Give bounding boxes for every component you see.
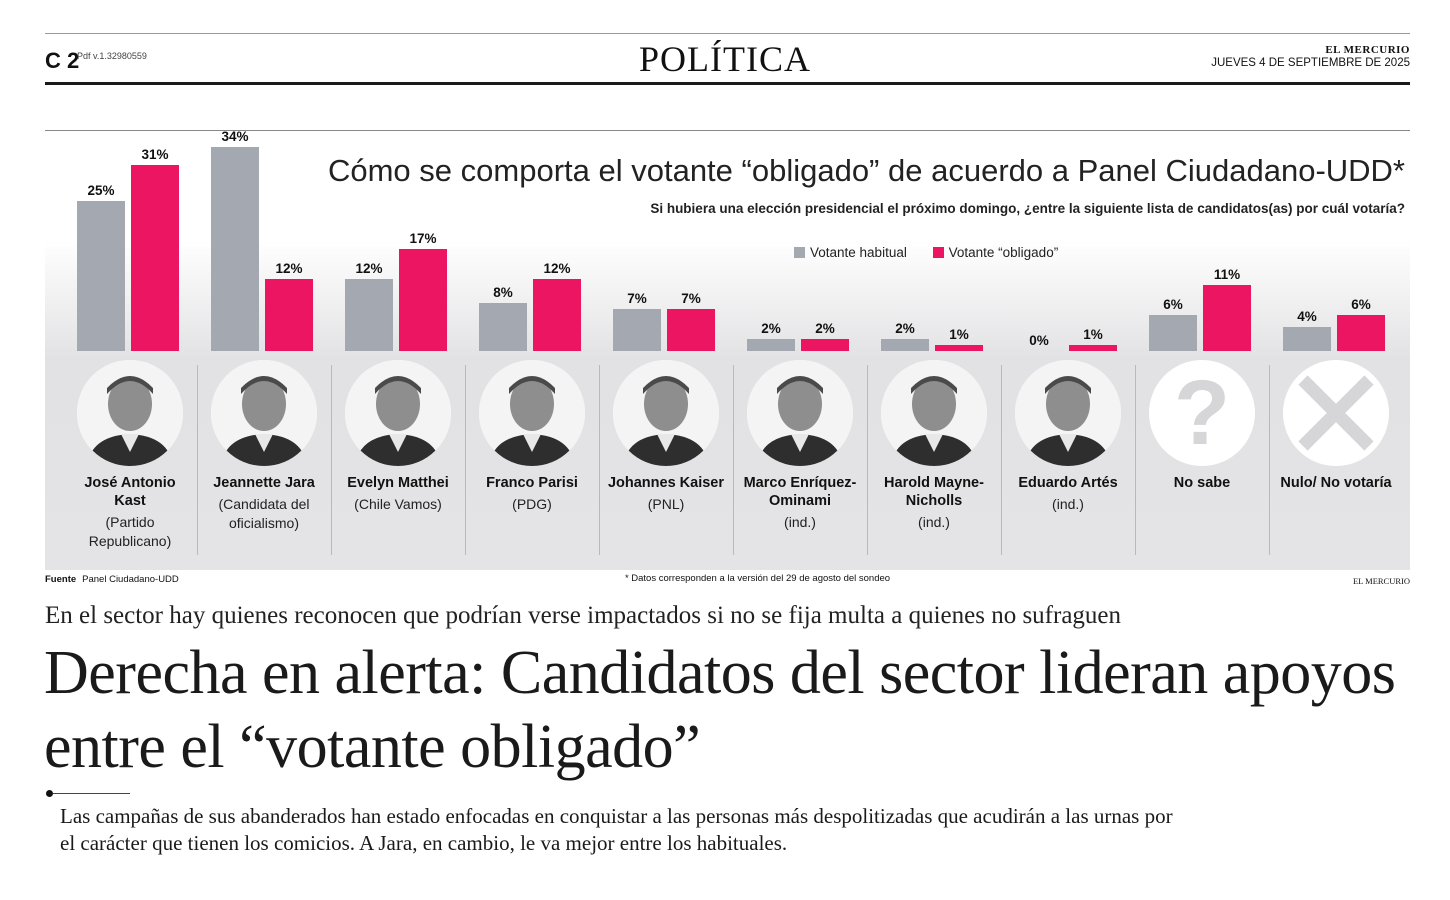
article-kicker: En el sector hay quienes reconocen que p… bbox=[45, 602, 1122, 629]
candidate-johannes-kaiser: Johannes Kaiser (PNL) bbox=[599, 360, 733, 514]
legend-swatch-habitual bbox=[794, 247, 805, 258]
candidate-party: (Chile Vamos) bbox=[354, 496, 442, 512]
candidate-franco-parisi: Franco Parisi (PDG) bbox=[465, 360, 599, 514]
column-divider bbox=[1269, 365, 1270, 555]
candidate-name: Nulo/ No votaría bbox=[1280, 475, 1392, 491]
column-divider bbox=[733, 365, 734, 555]
candidate-name: No sabe bbox=[1173, 475, 1231, 491]
candidate-party: (ind.) bbox=[784, 514, 816, 530]
candidate-name: Jeannette Jara bbox=[213, 475, 315, 491]
candidate-harold-mayne-nicholls: Harold Mayne-Nicholls (ind.) bbox=[867, 360, 1001, 532]
candidate-party: (PDG) bbox=[512, 496, 552, 512]
legend-swatch-obligado bbox=[932, 247, 944, 258]
candidate-photo bbox=[211, 360, 317, 466]
candidate-photo bbox=[345, 360, 451, 466]
column-divider bbox=[1135, 365, 1136, 555]
column-divider bbox=[599, 365, 600, 555]
source-label: Fuente bbox=[45, 574, 77, 585]
masthead-bottom-rule bbox=[45, 82, 1410, 85]
column-divider bbox=[867, 365, 868, 555]
candidate-photo bbox=[77, 360, 183, 466]
column-divider bbox=[465, 365, 466, 555]
chart-source: Fuente Panel Ciudadano-UDD bbox=[45, 574, 179, 585]
column-divider bbox=[331, 365, 332, 555]
chart-credit: EL MERCURIO bbox=[1352, 576, 1410, 586]
chart-legend: Votante habitual Votante “obligado” bbox=[794, 245, 1080, 261]
article-headline: Derecha en alerta: Candidatos del sector… bbox=[44, 639, 1396, 781]
candidate-no-sabe: ? No sabe bbox=[1135, 360, 1269, 492]
candidate-name: Franco Parisi bbox=[486, 475, 578, 491]
infographic-top-rule bbox=[45, 130, 1410, 131]
candidate-photo bbox=[1015, 360, 1121, 466]
question-icon: ? bbox=[1149, 360, 1255, 466]
article-deck: Las campañas de sus abanderados han esta… bbox=[60, 804, 1173, 855]
candidate-photo bbox=[881, 360, 987, 466]
page-number: C 2 bbox=[45, 48, 80, 73]
candidate-name: Evelyn Matthei bbox=[347, 475, 449, 491]
candidate-party: (Partido Republicano) bbox=[88, 514, 172, 549]
candidate-eduardo-artes: Eduardo Artés (ind.) bbox=[1001, 360, 1135, 514]
candidate-name: Marco Enríquez-Ominami bbox=[743, 475, 857, 509]
paper-date: JUEVES 4 DE SEPTIEMBRE DE 2025 bbox=[1211, 57, 1410, 69]
candidate-name: Harold Mayne-Nicholls bbox=[884, 475, 984, 509]
pdf-version: Pdf v.1.32980559 bbox=[77, 51, 147, 61]
masthead-top-rule bbox=[45, 33, 1410, 34]
candidate-party: (ind.) bbox=[1052, 496, 1084, 512]
legend-item-obligado: Votante “obligado” bbox=[932, 245, 1059, 260]
legend-label-habitual: Votante habitual bbox=[810, 245, 907, 260]
candidate-party: (PNL) bbox=[647, 496, 685, 512]
chart-footnote: * Datos corresponden a la versión del 29… bbox=[624, 573, 891, 584]
section-title: POLÍTICA bbox=[639, 39, 811, 79]
candidate-name: Eduardo Artés bbox=[1018, 475, 1118, 491]
column-divider bbox=[197, 365, 198, 555]
candidate-party: (ind.) bbox=[918, 514, 950, 530]
candidate-evelyn-matthei: Evelyn Matthei (Chile Vamos) bbox=[331, 360, 465, 514]
legend-item-habitual: Votante habitual bbox=[794, 245, 907, 260]
candidate-party: (Candidata del oficialismo) bbox=[218, 496, 310, 531]
candidate-name: José Antonio Kast bbox=[84, 475, 176, 509]
chart-title: Cómo se comporta el votante “obligado” d… bbox=[327, 153, 1405, 188]
candidate-nulo-no-votaria: Nulo/ No votaría bbox=[1269, 360, 1403, 492]
column-divider bbox=[1001, 365, 1002, 555]
candidate-photo bbox=[747, 360, 853, 466]
candidate-name: Johannes Kaiser bbox=[607, 475, 725, 491]
deck-rule bbox=[53, 793, 130, 794]
source-text: Panel Ciudadano-UDD bbox=[82, 574, 179, 585]
cross-icon bbox=[1283, 360, 1389, 466]
deck-bullet bbox=[46, 790, 53, 797]
candidate-photo bbox=[613, 360, 719, 466]
candidate-photo bbox=[479, 360, 585, 466]
svg-text:?: ? bbox=[1174, 362, 1230, 464]
chart-subtitle: Si hubiera una elección presidencial el … bbox=[650, 201, 1405, 216]
candidate-marco-enriquez-ominami: Marco Enríquez-Ominami (ind.) bbox=[733, 360, 867, 532]
paper-name: EL MERCURIO bbox=[1325, 44, 1410, 56]
candidate-jeannette-jara: Jeannette Jara (Candidata del oficialismo… bbox=[197, 360, 331, 533]
legend-label-obligado: Votante “obligado” bbox=[948, 245, 1059, 260]
candidate-jose-antonio-kast: José Antonio Kast (Partido Republicano) bbox=[63, 360, 197, 551]
